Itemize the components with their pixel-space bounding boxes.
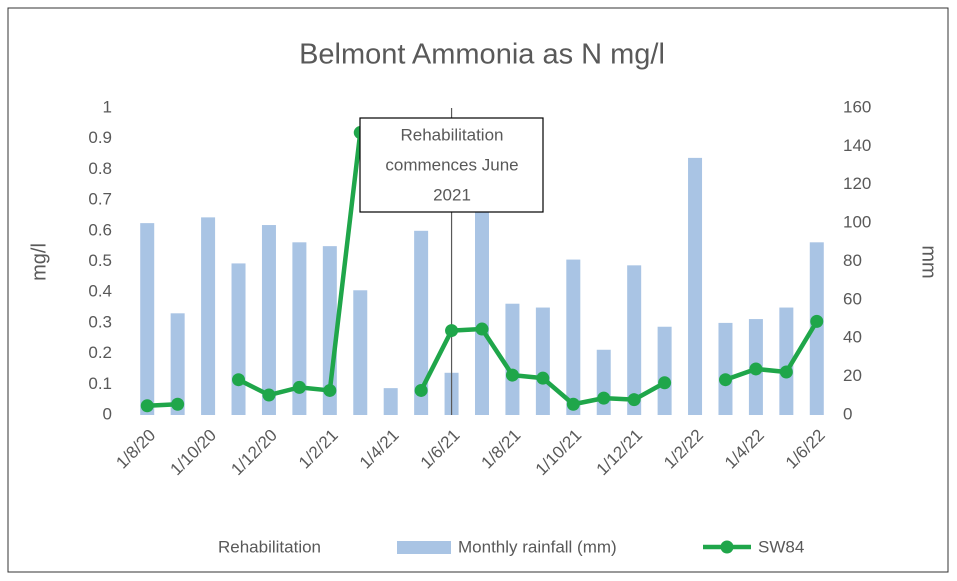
line-marker [262, 388, 276, 402]
bar [627, 265, 642, 415]
line-marker [566, 397, 580, 411]
y2-tick-label: 100 [843, 213, 871, 232]
y-tick-label: 0.8 [88, 159, 112, 178]
line-marker [597, 391, 611, 405]
annotation-text: 2021 [433, 185, 471, 204]
bar [596, 349, 611, 415]
annotation-text: Rehabilitation [400, 125, 503, 144]
y-tick-label: 1 [103, 97, 112, 116]
line-marker [627, 393, 641, 407]
y-tick-label: 0.1 [88, 374, 112, 393]
line-marker [658, 376, 672, 390]
line-marker [505, 368, 519, 382]
line-marker [536, 371, 550, 385]
line-marker [779, 365, 793, 379]
bar [292, 242, 307, 415]
y2-tick-label: 80 [843, 251, 862, 270]
y2-axis-label: mm [918, 245, 940, 278]
bar [140, 223, 155, 415]
line-marker [445, 324, 459, 338]
line-marker [232, 373, 246, 387]
y-tick-label: 0.2 [88, 343, 112, 362]
legend-swatch [720, 540, 734, 554]
y2-tick-label: 60 [843, 289, 862, 308]
y2-tick-label: 20 [843, 366, 862, 385]
line-marker [749, 362, 763, 376]
bar [353, 290, 368, 415]
y-tick-label: 0 [103, 404, 112, 423]
y-axis-label: mg/l [28, 243, 50, 281]
bar [201, 217, 216, 415]
y-tick-label: 0.9 [88, 128, 112, 147]
bar [809, 242, 824, 415]
legend-label: SW84 [758, 537, 804, 556]
line-marker [718, 373, 732, 387]
legend-label: Rehabilitation [218, 537, 321, 556]
y2-tick-label: 140 [843, 136, 871, 155]
line-marker [323, 383, 337, 397]
y2-tick-label: 40 [843, 328, 862, 347]
bar [170, 313, 185, 415]
legend-swatch [397, 541, 451, 554]
annotation-box [359, 117, 544, 213]
legend-label: Monthly rainfall (mm) [458, 537, 617, 556]
line-marker [140, 399, 154, 413]
y2-tick-label: 160 [843, 97, 871, 116]
bar [718, 322, 733, 415]
y-tick-label: 0.6 [88, 220, 112, 239]
y2-tick-label: 120 [843, 174, 871, 193]
bar [688, 157, 703, 415]
bar [261, 225, 276, 415]
line-marker [171, 397, 185, 411]
bar [657, 326, 672, 415]
bar [779, 307, 794, 415]
y-tick-label: 0.4 [88, 282, 112, 301]
y-tick-label: 0.7 [88, 190, 112, 209]
line-marker [475, 322, 489, 336]
bar [231, 263, 246, 415]
bar [505, 303, 520, 415]
line-marker [810, 314, 824, 328]
bar [414, 230, 429, 415]
bar [535, 307, 550, 415]
y2-tick-label: 0 [843, 404, 852, 423]
y-tick-label: 0.5 [88, 251, 112, 270]
chart-title: Belmont Ammonia as N mg/l [299, 39, 665, 71]
bar [475, 205, 489, 415]
line-marker [292, 380, 306, 394]
y-tick-label: 0.3 [88, 312, 112, 331]
bar [566, 259, 581, 415]
line-marker [414, 383, 428, 397]
bar [383, 388, 398, 415]
annotation-text: commences June [385, 155, 518, 174]
